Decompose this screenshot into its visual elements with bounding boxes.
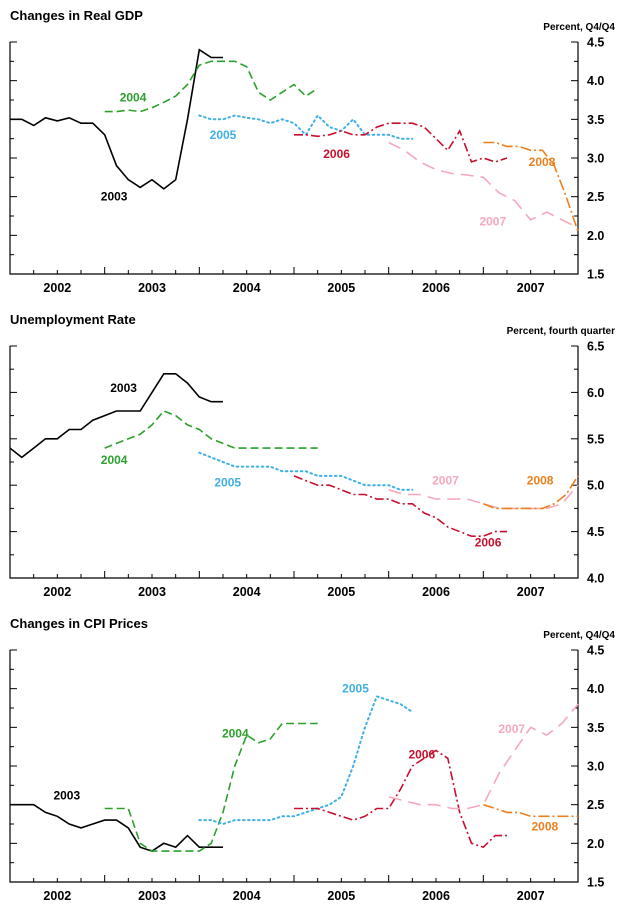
svg-text:2007: 2007 bbox=[517, 585, 545, 599]
svg-text:2.5: 2.5 bbox=[587, 190, 604, 204]
svg-text:2.5: 2.5 bbox=[587, 798, 604, 812]
chart-title-real-gdp: Changes in Real GDP bbox=[10, 8, 143, 23]
svg-text:2005: 2005 bbox=[214, 475, 241, 489]
chart-block-unemployment: Unemployment Rate Percent, fourth quarte… bbox=[0, 308, 623, 600]
svg-text:2006: 2006 bbox=[422, 585, 450, 599]
svg-text:2005: 2005 bbox=[327, 281, 355, 295]
svg-text:2003: 2003 bbox=[138, 281, 166, 295]
chart-title-cpi: Changes in CPI Prices bbox=[10, 616, 148, 631]
svg-text:2008: 2008 bbox=[527, 474, 554, 488]
svg-text:2003: 2003 bbox=[53, 788, 80, 802]
svg-text:2002: 2002 bbox=[43, 585, 71, 599]
chart-unit-label-cpi: Percent, Q4/Q4 bbox=[543, 630, 615, 641]
svg-text:2008: 2008 bbox=[529, 155, 556, 169]
svg-text:2006: 2006 bbox=[408, 747, 435, 761]
svg-text:4.5: 4.5 bbox=[587, 644, 604, 658]
chart-header-cpi: Changes in CPI Prices Percent, Q4/Q4 bbox=[0, 612, 623, 642]
chart-unit-label-real-gdp: Percent, Q4/Q4 bbox=[543, 22, 615, 33]
svg-text:3.5: 3.5 bbox=[587, 113, 604, 127]
chart-block-real-gdp: Changes in Real GDP Percent, Q4/Q4 1.5 2.… bbox=[0, 4, 623, 296]
chart-unit-label-unemployment: Percent, fourth quarter bbox=[506, 326, 615, 337]
svg-text:2004: 2004 bbox=[222, 727, 249, 741]
svg-text:2003: 2003 bbox=[110, 381, 137, 395]
svg-text:4.0: 4.0 bbox=[587, 74, 604, 88]
svg-text:3.0: 3.0 bbox=[587, 152, 604, 166]
svg-text:2004: 2004 bbox=[233, 889, 261, 903]
svg-text:4.0: 4.0 bbox=[587, 572, 604, 586]
chart-block-cpi: Changes in CPI Prices Percent, Q4/Q4 1.5… bbox=[0, 612, 623, 904]
svg-text:2004: 2004 bbox=[101, 453, 128, 467]
chart-title-unemployment: Unemployment Rate bbox=[10, 312, 136, 327]
svg-text:5.0: 5.0 bbox=[587, 479, 604, 493]
svg-text:2005: 2005 bbox=[210, 128, 237, 142]
svg-text:2008: 2008 bbox=[532, 819, 559, 833]
cpi-chart-plot: 1.5 2.0 2.5 3.0 3.5 4.0 4.5 2002 2003 2004 2005 200… bbox=[9, 644, 604, 903]
svg-text:2.0: 2.0 bbox=[587, 837, 604, 851]
svg-text:2007: 2007 bbox=[498, 722, 525, 736]
svg-text:3.0: 3.0 bbox=[587, 760, 604, 774]
svg-text:2006: 2006 bbox=[475, 536, 502, 550]
svg-text:2007: 2007 bbox=[517, 889, 545, 903]
unemployment-chart-plot: 4.0 4.5 5.0 5.5 6.0 6.5 2002 2003 2004 2005 2006 20… bbox=[9, 340, 604, 599]
svg-text:4.5: 4.5 bbox=[587, 525, 604, 539]
svg-text:2006: 2006 bbox=[422, 889, 450, 903]
svg-text:5.5: 5.5 bbox=[587, 432, 604, 446]
svg-text:2003: 2003 bbox=[101, 190, 128, 204]
chart-header-unemployment: Unemployment Rate Percent, fourth quarte… bbox=[0, 308, 623, 338]
svg-text:2.0: 2.0 bbox=[587, 229, 604, 243]
svg-text:2003: 2003 bbox=[138, 889, 166, 903]
svg-text:2005: 2005 bbox=[327, 585, 355, 599]
chart-header-real-gdp: Changes in Real GDP Percent, Q4/Q4 bbox=[0, 4, 623, 34]
svg-text:6.0: 6.0 bbox=[587, 386, 604, 400]
svg-text:4.0: 4.0 bbox=[587, 682, 604, 696]
svg-text:2002: 2002 bbox=[43, 281, 71, 295]
svg-text:1.5: 1.5 bbox=[587, 876, 604, 890]
svg-text:4.5: 4.5 bbox=[587, 36, 604, 50]
svg-text:1.5: 1.5 bbox=[587, 268, 604, 282]
svg-text:6.5: 6.5 bbox=[587, 340, 604, 354]
svg-text:2004: 2004 bbox=[233, 281, 261, 295]
svg-text:3.5: 3.5 bbox=[587, 721, 604, 735]
svg-text:2005: 2005 bbox=[327, 889, 355, 903]
real-gdp-chart-plot: 1.5 2.0 2.5 3.0 3.5 4.0 4.5 2002 2003 2004 2005 200… bbox=[9, 36, 604, 295]
svg-text:2006: 2006 bbox=[323, 147, 350, 161]
svg-text:2003: 2003 bbox=[138, 585, 166, 599]
svg-text:2006: 2006 bbox=[422, 281, 450, 295]
svg-text:2005: 2005 bbox=[342, 682, 369, 696]
svg-text:2004: 2004 bbox=[120, 91, 147, 105]
svg-text:2007: 2007 bbox=[517, 281, 545, 295]
svg-text:2007: 2007 bbox=[479, 214, 506, 228]
svg-text:2007: 2007 bbox=[432, 474, 459, 488]
svg-text:2004: 2004 bbox=[233, 585, 261, 599]
svg-text:2002: 2002 bbox=[43, 889, 71, 903]
